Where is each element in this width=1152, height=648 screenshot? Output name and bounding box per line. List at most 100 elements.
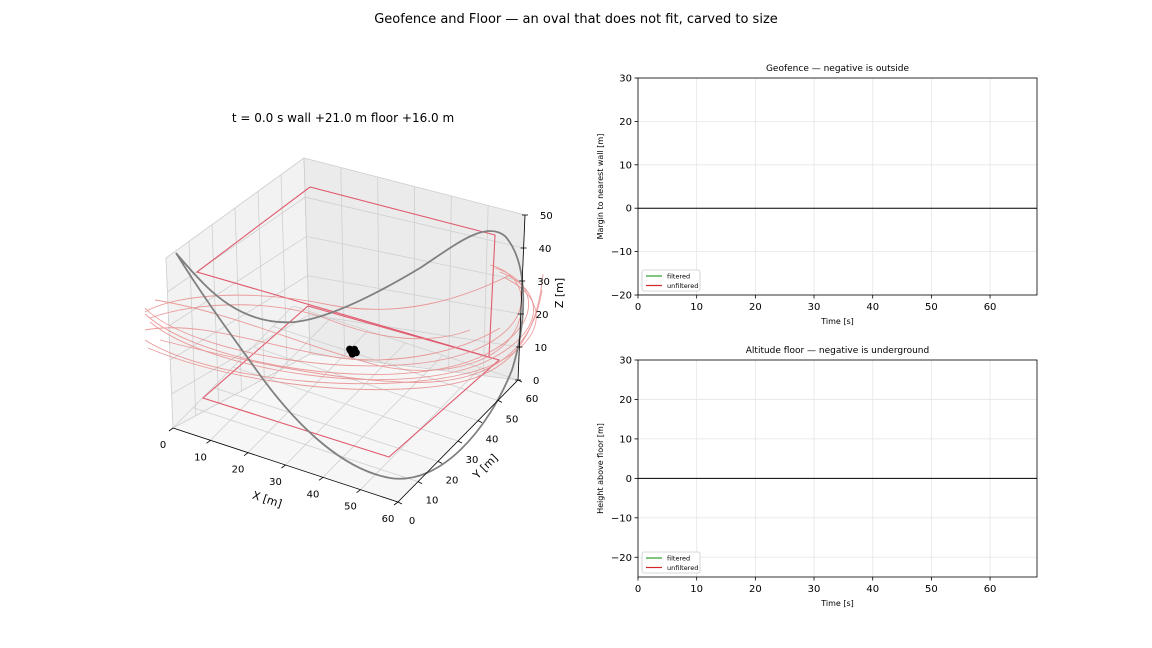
y-tick-label-3d: 30 [466, 455, 479, 466]
geofence-bottom-outline [201, 305, 501, 458]
grid-line-wall-y [280, 174, 288, 367]
panel-geofence-margin: 0 10 20 30 40 50 60 −20 −10 0 10 20 30 Geofence — neg… [596, 64, 1038, 326]
x-tick-label: 40 [866, 584, 879, 595]
grid-line-floor-y [212, 386, 439, 462]
plot-area [638, 360, 1037, 577]
plot-area [638, 78, 1037, 295]
panel-title: Altitude floor — negative is underground [746, 346, 929, 356]
ticks-3d: 0 10 20 30 40 50 60 0 10 20 30 40 50 60 0 10 20 30 40 50 [160, 211, 553, 527]
grid-line-back-x [340, 167, 346, 359]
y-tick-label: 30 [619, 356, 632, 367]
x-tick-label: 50 [925, 584, 938, 595]
x-tick-label: 20 [749, 584, 762, 595]
grid-line-wall-z [171, 314, 309, 395]
drone-point [346, 345, 354, 353]
x-tick-3d [243, 452, 249, 456]
y-tick-label: 10 [619, 434, 632, 445]
y-tick-label-3d: 10 [426, 496, 439, 507]
x-tick-3d [318, 477, 324, 481]
y-tick-3d [437, 460, 443, 464]
grid-line-back-z [307, 275, 521, 315]
y-tick-label: 20 [619, 395, 632, 406]
legend-label: filtered [667, 273, 690, 281]
grid-line-back-x [413, 186, 415, 368]
grid-line-wall-z [172, 353, 311, 429]
z-tick-label-3d: 20 [536, 310, 549, 321]
y-tick-label-3d: 50 [506, 414, 519, 425]
grid-line-back-z [305, 196, 524, 249]
x-tick-label-3d: 40 [307, 489, 320, 500]
grid-line-wall-y [234, 207, 242, 392]
x-tick-label: 10 [690, 584, 703, 595]
y-axis-label: Margin to nearest wall [m] [596, 134, 605, 240]
y-tick-label: 10 [619, 160, 632, 171]
x-tick-label: 30 [808, 584, 821, 595]
grid-line-back-z [306, 236, 523, 282]
y-tick-label: −20 [611, 291, 632, 302]
y-tick-3d [457, 440, 463, 444]
x-tick-3d [206, 440, 211, 444]
y-tick-label-3d: 20 [446, 475, 459, 486]
x-tick-label-3d: 60 [382, 514, 395, 525]
y-tick-3d [497, 399, 503, 403]
legend-label: filtered [667, 555, 690, 563]
panel-altitude-floor: 0 10 20 30 40 50 60 −20 −10 0 10 20 30 Altitude floor… [596, 346, 1038, 608]
x-axis-label-3d: X [m] [251, 489, 284, 511]
plot-frame [637, 77, 1038, 296]
y-tick-label: −20 [611, 553, 632, 564]
z-tick-label-3d: 40 [539, 244, 552, 255]
y-tick-label: 20 [619, 117, 632, 128]
y-tick-label: −10 [611, 513, 632, 524]
y-tick-label: 0 [626, 204, 632, 215]
grid-line-floor-y [192, 407, 419, 483]
x-tick-label: 10 [690, 302, 703, 313]
y-tick-3d [397, 501, 403, 505]
legend-label: unfiltered [667, 282, 698, 290]
x-axis-label: Time [s] [820, 599, 854, 608]
x-tick-label: 0 [635, 302, 641, 313]
y-tick-label-3d: 60 [526, 394, 539, 405]
x-tick-3d [168, 427, 174, 432]
x-tick-3d [281, 464, 286, 469]
grid-line-back-x [377, 176, 380, 363]
flight-path [175, 230, 525, 480]
z-tick-label-3d: 0 [533, 376, 539, 387]
x-tick-label: 20 [749, 302, 762, 313]
y-tick-label: 0 [626, 474, 632, 485]
x-tick-label: 30 [808, 302, 821, 313]
z-tick-label-3d: 50 [540, 211, 553, 222]
x-axis-label: Time [s] [820, 317, 854, 326]
x-tick-label-3d: 10 [194, 452, 207, 463]
z-tick-label-3d: 10 [534, 343, 547, 354]
grid-line-wall-z [165, 157, 305, 259]
y-tick-label-3d: 0 [409, 516, 415, 527]
x-tick-label: 0 [635, 584, 641, 595]
y-tick-label: −10 [611, 247, 632, 258]
z-axis-label-3d: Z [m] [553, 278, 566, 308]
y-axis-label: Height above floor [m] [596, 423, 605, 514]
panel-3d: t = 0.0 s wall +21.0 m floor +16.0 m [144, 111, 566, 527]
x-tick-label-3d: 0 [160, 440, 166, 451]
points-3d [346, 345, 360, 358]
legend-label: unfiltered [667, 564, 698, 572]
x-tick-label: 40 [866, 302, 879, 313]
x-tick-label-3d: 30 [269, 477, 282, 488]
geofence-top-outline [195, 186, 496, 358]
z-tick-label-3d: 30 [537, 277, 550, 288]
y-tick-3d [477, 420, 483, 424]
figure-title: Geofence and Floor — an oval that does n… [374, 12, 778, 27]
x-tick-label: 50 [925, 302, 938, 313]
grid-line-back-z [308, 314, 520, 348]
x-tick-3d [393, 501, 399, 506]
x-tick-label: 60 [984, 302, 997, 313]
y-tick-3d [417, 481, 423, 485]
grid-line-back-x [482, 205, 489, 376]
x-tick-label-3d: 50 [344, 502, 357, 513]
y-tick-label: 30 [619, 74, 632, 85]
x-tick-label: 60 [984, 584, 997, 595]
grid-line-wall-y [165, 257, 174, 429]
panel-3d-title: t = 0.0 s wall +21.0 m floor +16.0 m [232, 111, 454, 125]
